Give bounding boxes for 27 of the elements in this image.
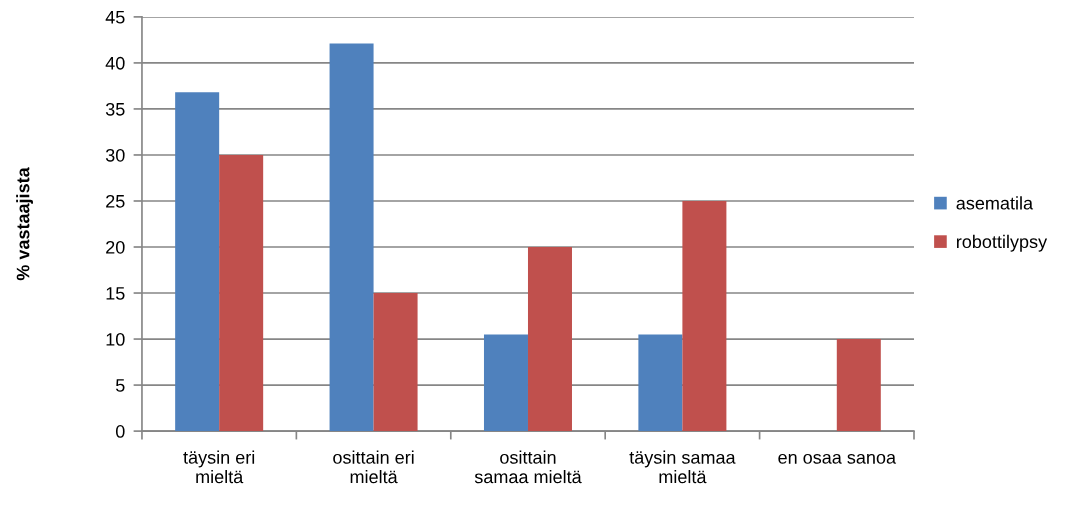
bar: [373, 293, 418, 432]
legend-label: robottilypsy: [956, 234, 1048, 252]
bar: [638, 334, 683, 432]
bar: [483, 334, 528, 432]
bar: [219, 154, 264, 432]
x-tick-label: osittain eri mieltä: [333, 450, 414, 484]
x-tick-label: osittain samaa mieltä: [474, 450, 582, 484]
y-tick-label: 40: [105, 56, 125, 70]
bar: [682, 200, 727, 432]
y-tick-label: 15: [106, 287, 125, 300]
x-tick-label: täysin samaa mieltä: [629, 450, 736, 484]
y-tick-label: 45: [105, 11, 125, 24]
y-axis-title: % vastaajista: [16, 167, 33, 281]
y-tick-label: 35: [105, 102, 125, 116]
y-tick-label: 25: [106, 194, 125, 208]
y-tick-label: 5: [115, 379, 125, 392]
bar: [175, 92, 220, 432]
y-tick-label: 0: [115, 425, 125, 438]
bar: [527, 247, 572, 432]
y-tick-label: 20: [106, 240, 125, 254]
y-tick-label: 10: [106, 332, 125, 346]
bar: [836, 339, 881, 432]
bar: [329, 43, 374, 432]
y-tick-label: 30: [105, 148, 125, 162]
legend-label: asematila: [956, 196, 1034, 210]
x-tick-label: en osaa sanoa: [778, 453, 897, 464]
x-tick-label: täysin eri mieltä: [183, 450, 255, 484]
